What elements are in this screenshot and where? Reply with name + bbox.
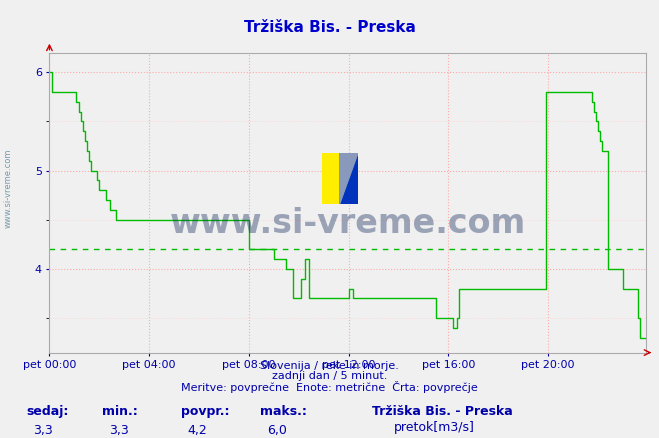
Polygon shape (340, 153, 358, 204)
Polygon shape (340, 153, 358, 204)
Text: sedaj:: sedaj: (26, 405, 69, 418)
Text: Meritve: povprečne  Enote: metrične  Črta: povprečje: Meritve: povprečne Enote: metrične Črta:… (181, 381, 478, 393)
Text: maks.:: maks.: (260, 405, 307, 418)
Text: Tržiška Bis. - Preska: Tržiška Bis. - Preska (244, 20, 415, 35)
Text: pretok[m3/s]: pretok[m3/s] (394, 421, 475, 434)
Text: povpr.:: povpr.: (181, 405, 230, 418)
Bar (322, 153, 340, 204)
Text: Tržiška Bis. - Preska: Tržiška Bis. - Preska (372, 405, 513, 418)
Polygon shape (340, 153, 358, 204)
Text: 6,0: 6,0 (267, 424, 287, 437)
Text: www.si-vreme.com: www.si-vreme.com (3, 148, 13, 228)
Text: Slovenija / reke in morje.: Slovenija / reke in morje. (260, 361, 399, 371)
Text: 3,3: 3,3 (109, 424, 129, 437)
Text: zadnji dan / 5 minut.: zadnji dan / 5 minut. (272, 371, 387, 381)
Text: 3,3: 3,3 (33, 424, 53, 437)
Text: www.si-vreme.com: www.si-vreme.com (169, 207, 526, 240)
Text: 4,2: 4,2 (188, 424, 208, 437)
Text: min.:: min.: (102, 405, 138, 418)
